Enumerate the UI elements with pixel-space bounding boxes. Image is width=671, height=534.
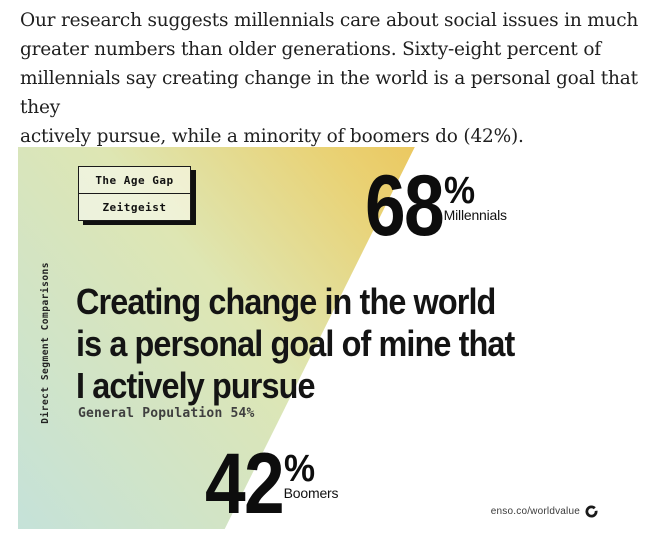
side-label-text: Direct Segment Comparisons — [40, 262, 51, 424]
headline-line-3: I actively pursue — [76, 365, 316, 406]
stat-millennials-value: 68 — [365, 158, 445, 254]
footer-url: enso.co/worldvalue — [490, 506, 580, 517]
stat-millennials-detail: % Millennials — [443, 170, 507, 223]
enso-circle-icon — [585, 505, 598, 518]
stat-boomers-percent-sign: % — [283, 448, 315, 490]
stat-boomers-detail: % Boomers — [283, 448, 339, 501]
footer: enso.co/worldvalue — [491, 505, 598, 518]
tag-zeitgeist: Zeitgeist — [79, 193, 190, 220]
infographic-image: Direct Segment Comparisons The Age Gap Z… — [18, 147, 658, 529]
general-population-label: General Population 54% — [78, 406, 255, 421]
side-label: Direct Segment Comparisons — [38, 262, 53, 424]
tag-box: The Age Gap Zeitgeist — [78, 166, 191, 221]
tag-age-gap: The Age Gap — [95, 173, 174, 187]
stat-millennials-percent-sign: % — [443, 170, 475, 212]
stat-boomers-label: Boomers — [283, 485, 339, 501]
intro-line-2: greater numbers than older generations. … — [20, 39, 601, 60]
intro-line-1: Our research suggests millennials care a… — [20, 10, 639, 31]
headline-line-1: Creating change in the world — [76, 281, 496, 322]
stat-millennials: 68 % Millennials — [365, 158, 507, 254]
stat-boomers-value: 42 — [205, 436, 285, 529]
stat-boomers: 42 % Boomers — [205, 436, 339, 529]
headline-line-2: is a personal goal of mine that — [76, 323, 515, 364]
intro-paragraph: Our research suggests millennials care a… — [20, 6, 670, 151]
intro-line-4: actively pursue, while a minority of boo… — [20, 126, 524, 147]
intro-line-3: millennials say creating change in the w… — [20, 68, 638, 118]
headline: Creating change in the world is a person… — [76, 281, 515, 407]
stat-millennials-label: Millennials — [443, 207, 507, 223]
